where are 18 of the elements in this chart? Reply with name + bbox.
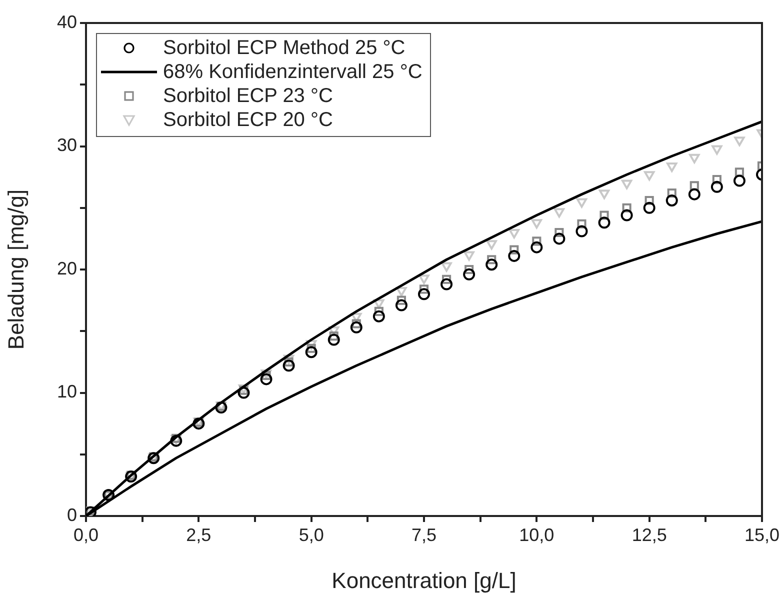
y-tick-label: 20 (56, 258, 77, 278)
x-tick-label: 10,0 (519, 524, 554, 545)
x-tick-label: 12,5 (632, 524, 667, 545)
x-tick-label: 5,0 (298, 524, 324, 545)
legend-label: Sorbitol ECP Method 25 °C (163, 36, 406, 60)
x-axis-title: Koncentration [g/L] (332, 568, 516, 593)
y-tick-label: 40 (56, 12, 77, 32)
legend-label: Sorbitol ECP 20 °C (163, 108, 333, 132)
y-tick-label: 30 (56, 135, 77, 156)
x-tick-label: 0,0 (73, 524, 99, 545)
x-tick-label: 2,5 (186, 524, 212, 545)
y-tick-label: 10 (56, 382, 77, 402)
y-tick-label: 0 (66, 504, 77, 525)
x-tick-label: 15,0 (744, 524, 780, 545)
x-tick-label: 7,5 (411, 524, 437, 545)
y-axis-title: Beladung [mg/g] (3, 189, 28, 350)
legend-label: 68% Konfidenzintervall 25 °C (163, 60, 422, 84)
legend-label: Sorbitol ECP 23 °C (163, 84, 333, 108)
